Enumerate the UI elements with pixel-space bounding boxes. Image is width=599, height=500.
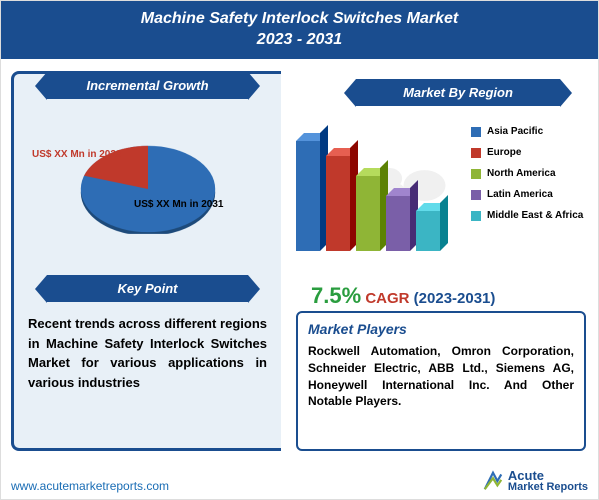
legend-swatch	[471, 190, 481, 200]
bar-chart: .bar:nth-child(1)::before{background:#54…	[296, 121, 456, 261]
bar-middle-east-africa: .bar:nth-child(5)::before{background:#61…	[416, 211, 440, 251]
pie-chart: US$ XX Mn in 2023 US$ XX Mn in 2031	[14, 109, 281, 269]
pie-label-2023: US$ XX Mn in 2023	[32, 149, 121, 161]
title-line-2: 2023 - 2031	[1, 30, 598, 51]
keypoint-text: Recent trends across different regions i…	[14, 302, 281, 404]
legend-label: Asia Pacific	[487, 126, 543, 137]
legend-swatch	[471, 127, 481, 137]
bar-asia-pacific: .bar:nth-child(1)::before{background:#54…	[296, 141, 320, 251]
legend-item: North America	[471, 168, 583, 179]
legend-label: Middle East & Africa	[487, 210, 583, 221]
cagr-value: 7.5%	[311, 283, 361, 308]
bar-chart-area: .bar:nth-child(1)::before{background:#54…	[296, 121, 586, 271]
pie-label-2031: US$ XX Mn in 2031	[134, 199, 223, 211]
header-title: Machine Safety Interlock Switches Market…	[1, 1, 598, 59]
footer-url: www.acutemarketreports.com	[11, 479, 169, 493]
logo-line-2: Market Reports	[508, 482, 588, 493]
keypoint-banner: Key Point	[47, 275, 247, 302]
market-players-body: Rockwell Automation, Omron Corporation, …	[308, 343, 574, 410]
legend-item: Asia Pacific	[471, 126, 583, 137]
market-players-box: Market Players Rockwell Automation, Omro…	[296, 311, 586, 451]
cagr-period: (2023-2031)	[414, 290, 496, 307]
bar-north-america: .bar:nth-child(3)::before{background:#b5…	[356, 176, 380, 251]
legend-swatch	[471, 148, 481, 158]
cagr-label: CAGR	[365, 290, 409, 307]
logo: Acute Market Reports	[482, 469, 588, 493]
legend-swatch	[471, 211, 481, 221]
legend-swatch	[471, 169, 481, 179]
bar-latin-america: .bar:nth-child(4)::before{background:#a0…	[386, 196, 410, 251]
legend-item: Europe	[471, 147, 583, 158]
growth-banner-wrap: Incremental Growth	[14, 72, 281, 99]
legend-label: North America	[487, 168, 556, 179]
logo-icon	[482, 470, 504, 492]
legend-label: Europe	[487, 147, 521, 158]
legend-item: Latin America	[471, 189, 583, 200]
left-panel: Incremental Growth US$ XX Mn in 2023 US$…	[11, 71, 281, 451]
region-banner-wrap: Market By Region	[338, 79, 578, 106]
logo-text: Acute Market Reports	[508, 469, 588, 493]
title-line-1: Machine Safety Interlock Switches Market	[1, 9, 598, 30]
legend-label: Latin America	[487, 189, 553, 200]
region-banner: Market By Region	[356, 79, 560, 106]
bar-legend: Asia Pacific Europe North America Latin Ame…	[471, 126, 583, 231]
market-players-title: Market Players	[308, 321, 574, 337]
bar-europe: .bar:nth-child(2)::before{background:#e6…	[326, 156, 350, 251]
keypoint-banner-wrap: Key Point	[14, 275, 281, 302]
infographic-container: Machine Safety Interlock Switches Market…	[0, 0, 599, 500]
growth-banner: Incremental Growth	[47, 72, 247, 99]
cagr-line: 7.5% CAGR (2023-2031)	[311, 283, 495, 309]
legend-item: Middle East & Africa	[471, 210, 583, 221]
